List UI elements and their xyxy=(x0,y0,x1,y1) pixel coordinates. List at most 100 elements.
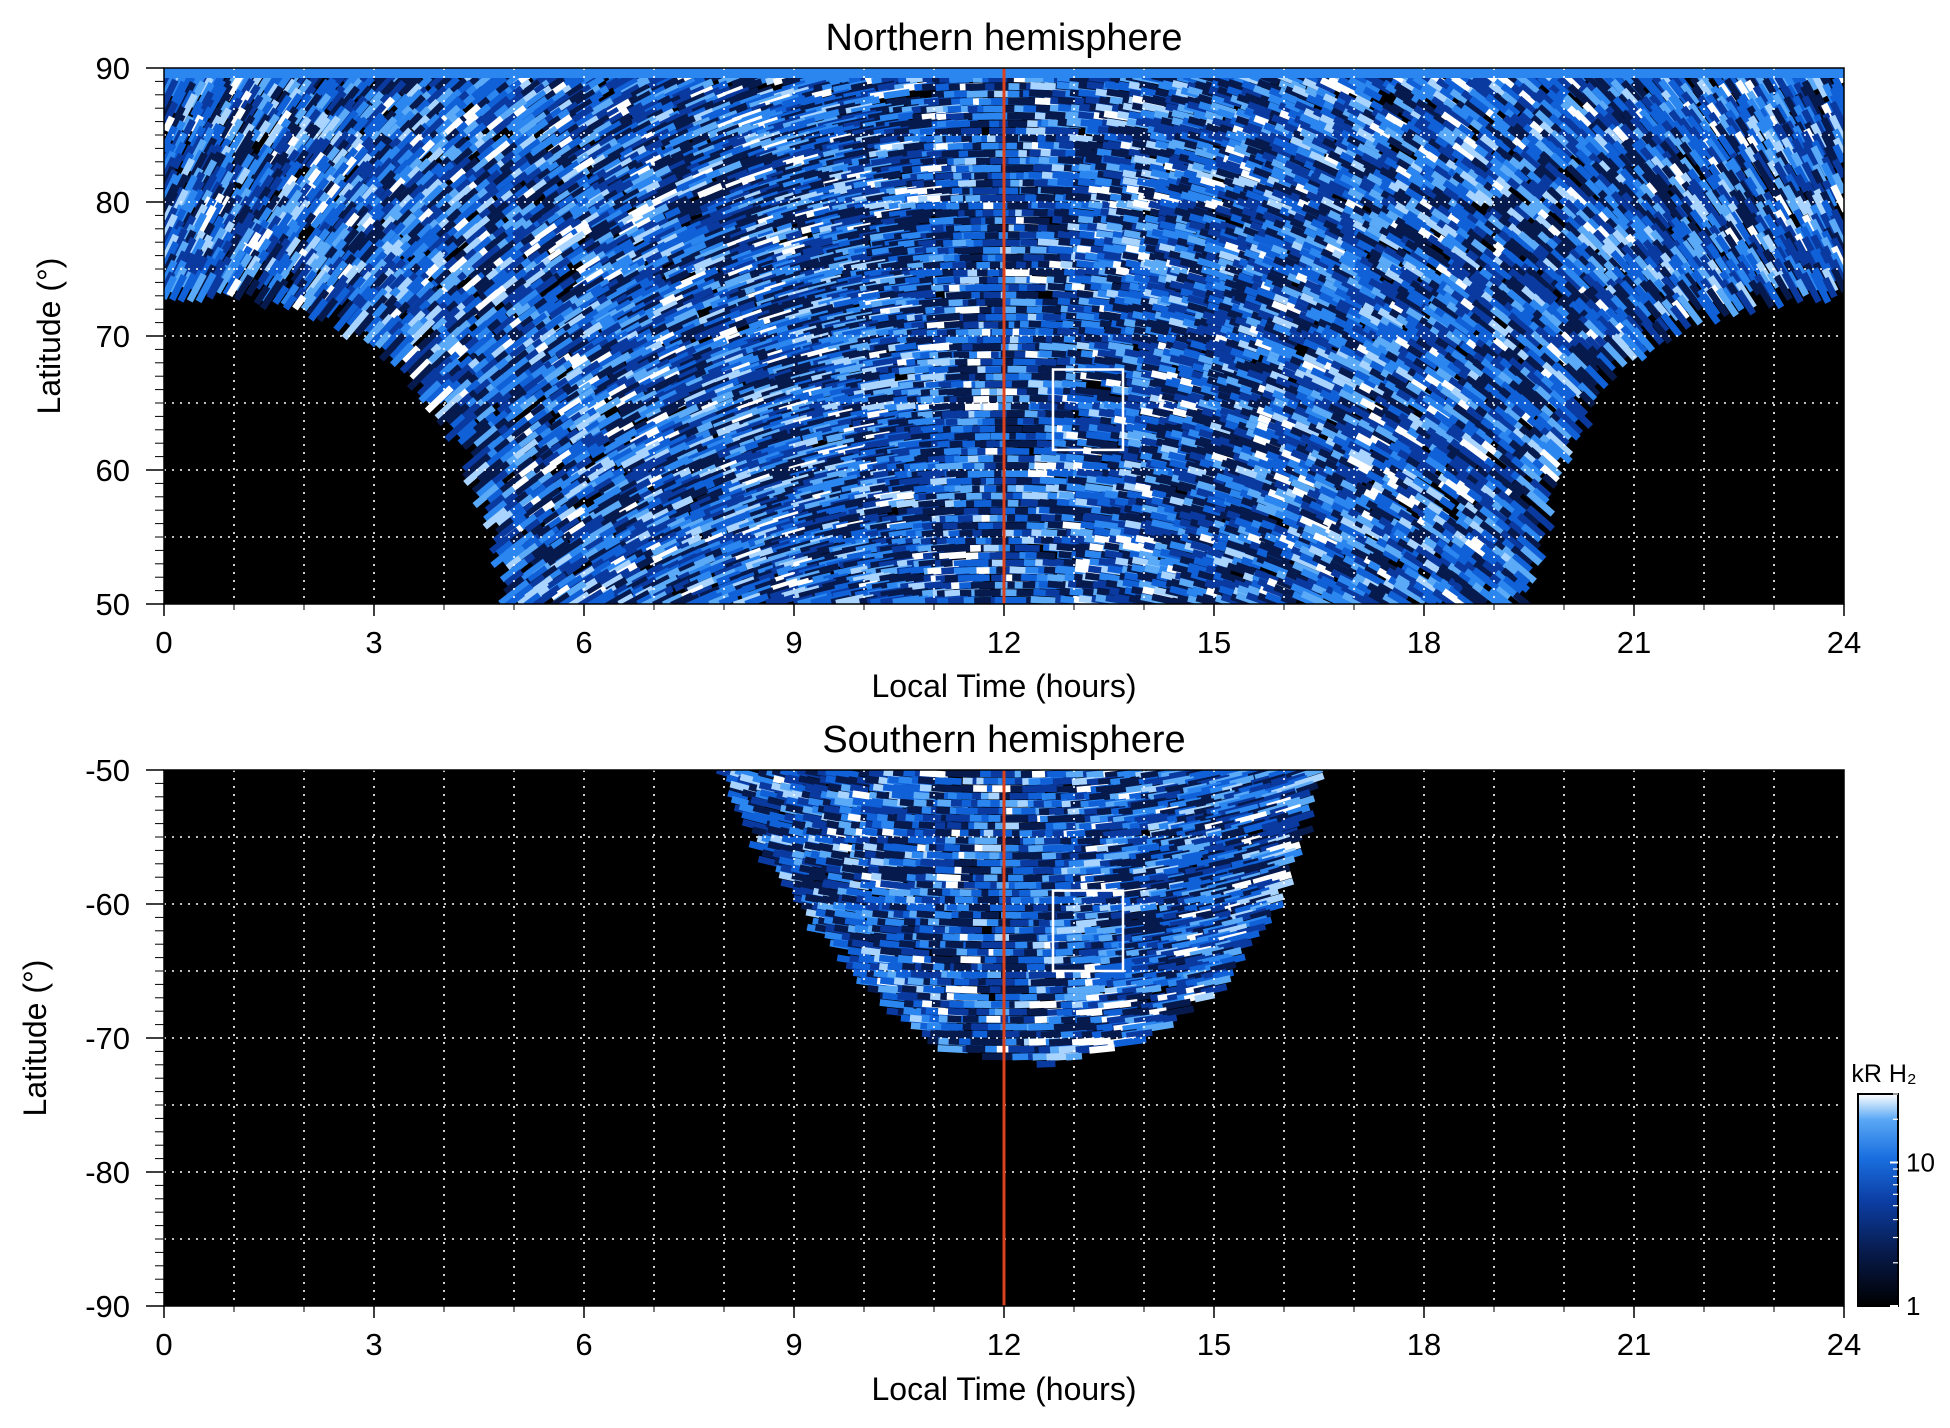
heatmap-cell xyxy=(1512,122,1532,140)
heatmap-cell xyxy=(1123,125,1155,138)
heatmap-cell xyxy=(832,79,868,94)
heatmap-cell xyxy=(655,128,690,150)
heatmap-cell xyxy=(363,112,385,136)
heatmap-cell xyxy=(1410,87,1428,102)
heatmap-cell xyxy=(197,81,215,107)
north-panel: Northern hemisphere 0 3 6 9 12 15 18 21 24908070… xyxy=(31,17,1861,704)
heatmap-cell xyxy=(448,77,468,97)
heatmap-cell xyxy=(1319,76,1351,97)
heatmap-cell xyxy=(1575,119,1599,143)
heatmap-cell xyxy=(510,113,536,135)
heatmap-cell xyxy=(1463,99,1487,119)
heatmap-cell xyxy=(198,121,214,142)
heatmap-cell xyxy=(170,120,186,143)
heatmap-cell xyxy=(241,94,264,124)
heatmap-cell xyxy=(1211,94,1236,109)
heatmap-cell xyxy=(1363,79,1382,94)
heatmap-cell xyxy=(1793,104,1811,129)
heatmap-cell xyxy=(1783,95,1802,122)
heatmap-cell xyxy=(169,80,187,108)
heatmap-cell xyxy=(1050,126,1079,136)
heatmap-cell xyxy=(411,114,430,134)
heatmap-cell xyxy=(164,78,179,110)
heatmap-cell xyxy=(1382,101,1401,117)
heatmap-cell xyxy=(1745,119,1765,144)
heatmap-cell xyxy=(197,97,215,121)
heatmap-cell xyxy=(821,81,842,93)
heatmap-cell xyxy=(1016,291,1039,299)
heatmap-cell xyxy=(1783,73,1803,101)
heatmap-cell xyxy=(1800,84,1823,119)
heatmap-cell xyxy=(1548,76,1570,97)
heatmap-cell xyxy=(253,113,271,135)
heatmap-cell xyxy=(676,92,707,111)
heatmap-cell xyxy=(1362,86,1383,102)
heatmap-cell xyxy=(626,102,644,116)
heatmap-cell xyxy=(1153,125,1182,138)
heatmap-cell xyxy=(1284,85,1312,103)
heatmap-cell xyxy=(822,111,840,122)
heatmap-cell xyxy=(1754,72,1775,101)
heatmap-cell xyxy=(811,88,833,100)
heatmap-cell xyxy=(1026,283,1047,292)
heatmap-cell xyxy=(471,81,501,108)
heatmap-cell xyxy=(1504,101,1521,117)
heatmap-cell xyxy=(1439,87,1456,102)
heatmap-cell xyxy=(234,90,252,113)
heatmap-cell xyxy=(1369,122,1395,141)
heatmap-cell xyxy=(217,100,232,118)
heatmap-cell xyxy=(480,95,511,122)
heatmap-cell xyxy=(505,116,523,132)
heatmap-cell xyxy=(389,95,415,122)
heatmap-cell xyxy=(671,94,693,109)
heatmap-cell xyxy=(217,92,233,112)
heatmap-cell xyxy=(178,81,197,108)
heatmap-cell xyxy=(1141,102,1175,116)
heatmap-cell xyxy=(1165,103,1188,115)
heatmap-cell xyxy=(216,83,233,105)
heatmap-cell xyxy=(333,109,359,139)
heatmap-cell xyxy=(541,115,562,133)
heatmap-cell xyxy=(1457,123,1475,139)
heatmap-cell xyxy=(898,112,914,121)
heatmap-cell xyxy=(1582,71,1612,102)
heatmap-cell xyxy=(208,114,223,133)
heatmap-cell xyxy=(326,90,347,113)
heatmap-cell xyxy=(1263,122,1296,141)
heatmap-cell xyxy=(1443,76,1470,98)
north-heatmap xyxy=(164,68,1844,604)
heatmap-cell xyxy=(435,95,463,122)
heatmap-cell xyxy=(1353,86,1373,102)
heatmap-cell xyxy=(187,118,206,144)
heatmap-cell xyxy=(198,90,214,113)
heatmap-cell xyxy=(222,106,246,141)
heatmap-cell xyxy=(1003,269,1033,277)
heatmap-cell xyxy=(224,118,244,145)
heatmap-cell xyxy=(1794,114,1810,134)
heatmap-cell xyxy=(1327,75,1362,98)
heatmap-cell xyxy=(190,100,204,118)
heatmap-cell xyxy=(1812,75,1829,98)
heatmap-cell xyxy=(466,122,487,141)
heatmap-cell xyxy=(1023,216,1050,225)
heatmap-cell xyxy=(1578,93,1596,111)
heatmap-cell xyxy=(591,120,623,143)
heatmap-cell xyxy=(270,126,291,152)
heatmap-cell xyxy=(1415,98,1442,120)
heatmap-cell xyxy=(282,78,298,95)
heatmap-cell xyxy=(981,142,999,150)
heatmap-cell xyxy=(1437,130,1458,148)
heatmap-cell xyxy=(577,129,600,148)
heatmap-cell xyxy=(565,98,594,120)
heatmap-cell xyxy=(394,93,410,110)
heatmap-cell xyxy=(618,90,653,113)
heatmap-cell xyxy=(998,187,1019,195)
heatmap-cell xyxy=(1306,94,1328,109)
heatmap-cell xyxy=(170,105,186,128)
heatmap-cell xyxy=(1820,116,1840,146)
heatmap-cell xyxy=(486,115,505,132)
heatmap-cell xyxy=(1371,131,1392,147)
heatmap-cell xyxy=(616,131,636,147)
heatmap-cell xyxy=(326,97,348,121)
